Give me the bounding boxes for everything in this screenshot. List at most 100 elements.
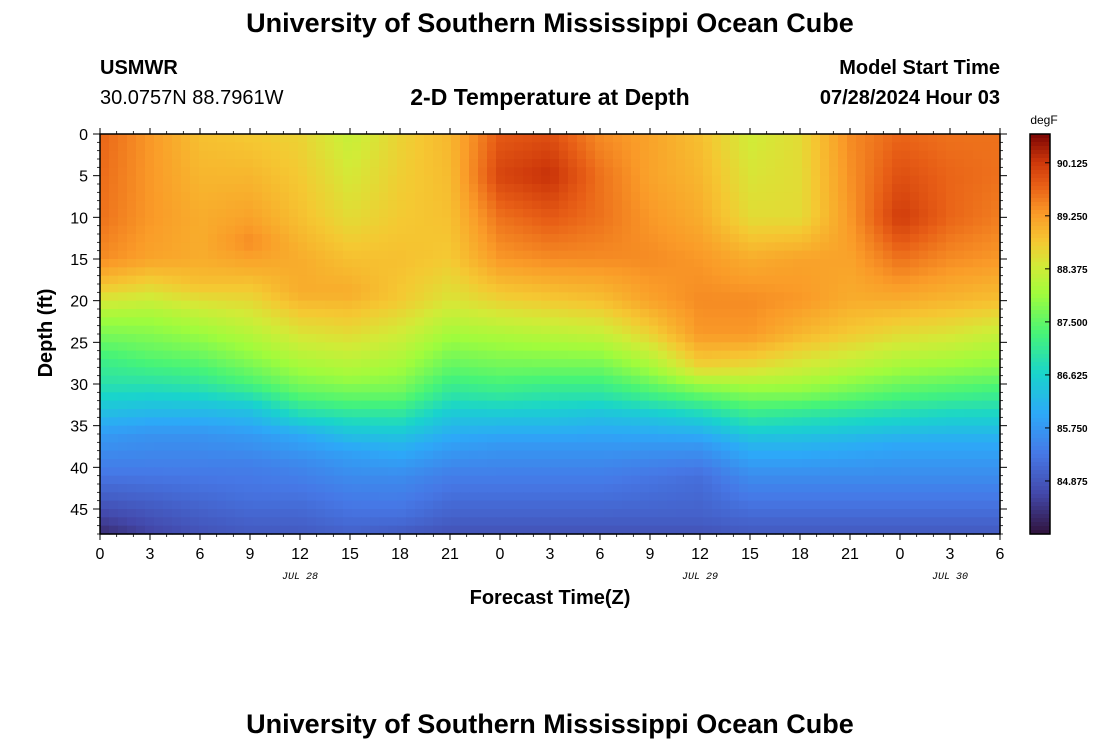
heatmap-cell [694, 375, 704, 385]
heatmap-cell [847, 217, 857, 227]
heatmap-cell [451, 450, 461, 460]
heatmap-cell [901, 225, 911, 235]
heatmap-cell [577, 475, 587, 485]
heatmap-cell [802, 309, 812, 318]
heatmap-cell [352, 334, 362, 343]
heatmap-cell [460, 417, 470, 427]
heatmap-cell [793, 175, 803, 185]
heatmap-cell [424, 275, 434, 285]
heatmap-cell [811, 500, 821, 510]
heatmap-cell [622, 484, 632, 493]
heatmap-cell [361, 400, 371, 410]
heatmap-cell [190, 317, 200, 327]
heatmap-cell [964, 484, 974, 493]
heatmap-cell [172, 184, 182, 193]
heatmap-cell [244, 359, 254, 368]
heatmap-cell [271, 150, 281, 160]
heatmap-cell [793, 475, 803, 485]
heatmap-cell [676, 475, 686, 485]
heatmap-cell [145, 175, 155, 185]
heatmap-cell [478, 184, 488, 193]
heatmap-cell [451, 525, 461, 535]
heatmap-cell [955, 484, 965, 493]
heatmap-cell [370, 409, 380, 418]
heatmap-cell [523, 284, 533, 293]
heatmap-cell [829, 250, 839, 260]
heatmap-cell [964, 442, 974, 452]
page-title-top: University of Southern Mississippi Ocean… [246, 8, 854, 38]
heatmap-cell [847, 325, 857, 335]
heatmap-cell [316, 300, 326, 310]
heatmap-cell [946, 417, 956, 427]
heatmap-cell [982, 417, 992, 427]
heatmap-cell [460, 367, 470, 377]
heatmap-cell [928, 167, 938, 177]
heatmap-cell [838, 142, 848, 152]
heatmap-cell [100, 467, 110, 477]
heatmap-cell [154, 167, 164, 177]
heatmap-cell [523, 325, 533, 335]
heatmap-cell [847, 209, 857, 218]
heatmap-cell [739, 325, 749, 335]
heatmap-cell [496, 334, 506, 343]
heatmap-cell [271, 442, 281, 452]
heatmap-cell [541, 175, 551, 185]
heatmap-cell [730, 192, 740, 202]
heatmap-cell [703, 334, 713, 343]
heatmap-cell [244, 425, 254, 435]
heatmap-cell [865, 134, 875, 143]
heatmap-cell [469, 500, 479, 510]
heatmap-cell [811, 334, 821, 343]
heatmap-cell [730, 300, 740, 310]
heatmap-cell [559, 150, 569, 160]
heatmap-cell [325, 334, 335, 343]
heatmap-cell [370, 375, 380, 385]
heatmap-cell [640, 134, 650, 143]
heatmap-cell [154, 142, 164, 152]
heatmap-cell [433, 200, 443, 210]
heatmap-cell [649, 459, 659, 468]
heatmap-cell [793, 309, 803, 318]
heatmap-cell [757, 384, 767, 393]
heatmap-cell [613, 300, 623, 310]
heatmap-cell [343, 375, 353, 385]
heatmap-cell [352, 484, 362, 493]
heatmap-cell [469, 350, 479, 360]
heatmap-cell [262, 275, 272, 285]
heatmap-cell [163, 484, 173, 493]
heatmap-cell [109, 400, 119, 410]
heatmap-cell [343, 467, 353, 477]
heatmap-cell [928, 142, 938, 152]
heatmap-cell [793, 417, 803, 427]
heatmap-cell [172, 150, 182, 160]
heatmap-cell [685, 334, 695, 343]
heatmap-cell [919, 242, 929, 252]
heatmap-cell [577, 175, 587, 185]
heatmap-cell [829, 192, 839, 202]
heatmap-cell [496, 409, 506, 418]
heatmap-cell [964, 475, 974, 485]
heatmap-cell [586, 425, 596, 435]
heatmap-cell [775, 284, 785, 293]
heatmap-cell [568, 517, 578, 527]
heatmap-cell [856, 167, 866, 177]
heatmap-cell [793, 500, 803, 510]
heatmap-cell [937, 167, 947, 177]
heatmap-cell [145, 434, 155, 443]
heatmap-cell [181, 359, 191, 368]
heatmap-cell [766, 359, 776, 368]
heatmap-cell [766, 467, 776, 477]
heatmap-cell [613, 275, 623, 285]
heatmap-cell [721, 150, 731, 160]
heatmap-cell [838, 517, 848, 527]
heatmap-cell [568, 175, 578, 185]
heatmap-cell [568, 392, 578, 402]
heatmap-cell [568, 342, 578, 352]
heatmap-cell [532, 209, 542, 218]
heatmap-cell [226, 434, 236, 443]
heatmap-cell [424, 492, 434, 502]
heatmap-cell [613, 292, 623, 302]
heatmap-cell [712, 142, 722, 152]
heatmap-cell [820, 150, 830, 160]
heatmap-cell [793, 459, 803, 468]
